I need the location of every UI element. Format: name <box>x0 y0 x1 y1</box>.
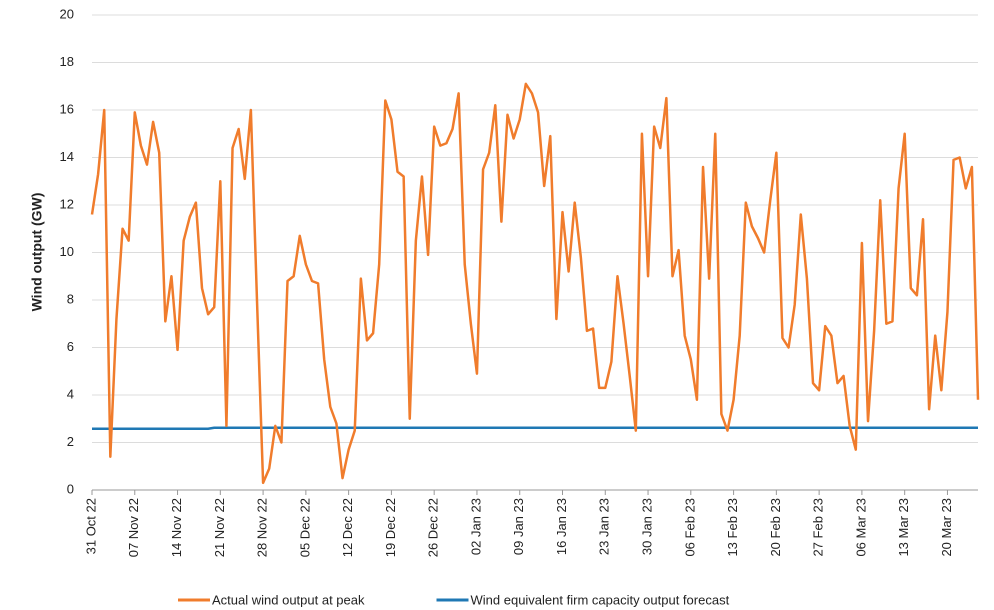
x-tick-label: 06 Feb 23 <box>682 498 697 557</box>
y-tick-label: 18 <box>60 54 74 69</box>
x-tick-label: 20 Mar 23 <box>939 498 954 557</box>
y-tick-label: 8 <box>67 291 74 306</box>
x-tick-label: 30 Jan 23 <box>639 498 654 555</box>
x-tick-label: 14 Nov 22 <box>169 498 184 557</box>
x-tick-label: 09 Jan 23 <box>511 498 526 555</box>
y-tick-label: 16 <box>60 101 74 116</box>
legend-label: Actual wind output at peak <box>212 592 365 607</box>
x-tick-label: 27 Feb 23 <box>811 498 826 557</box>
x-tick-label: 02 Jan 23 <box>468 498 483 555</box>
x-tick-label: 21 Nov 22 <box>212 498 227 557</box>
x-tick-label: 07 Nov 22 <box>126 498 141 557</box>
y-axis-title: Wind output (GW) <box>29 193 45 312</box>
x-tick-label: 23 Jan 23 <box>597 498 612 555</box>
legend-label: Wind equivalent firm capacity output for… <box>471 592 730 607</box>
y-tick-label: 12 <box>60 196 74 211</box>
x-tick-label: 31 Oct 22 <box>83 498 98 554</box>
x-tick-label: 20 Feb 23 <box>768 498 783 557</box>
y-tick-label: 0 <box>67 481 74 496</box>
y-tick-label: 10 <box>60 244 74 259</box>
x-tick-label: 13 Feb 23 <box>725 498 740 557</box>
x-tick-label: 12 Dec 22 <box>340 498 355 557</box>
y-tick-label: 6 <box>67 339 74 354</box>
y-tick-label: 14 <box>60 149 74 164</box>
x-tick-label: 13 Mar 23 <box>896 498 911 557</box>
x-tick-label: 05 Dec 22 <box>297 498 312 557</box>
x-tick-label: 19 Dec 22 <box>383 498 398 557</box>
data-line <box>92 426 978 430</box>
y-tick-label: 2 <box>67 434 74 449</box>
x-tick-label: 28 Nov 22 <box>255 498 270 557</box>
y-tick-label: 20 <box>60 6 74 21</box>
data-line <box>90 82 980 485</box>
y-tick-label: 4 <box>67 386 74 401</box>
x-tick-label: 06 Mar 23 <box>853 498 868 557</box>
x-tick-label: 26 Dec 22 <box>426 498 441 557</box>
x-tick-label: 16 Jan 23 <box>554 498 569 555</box>
